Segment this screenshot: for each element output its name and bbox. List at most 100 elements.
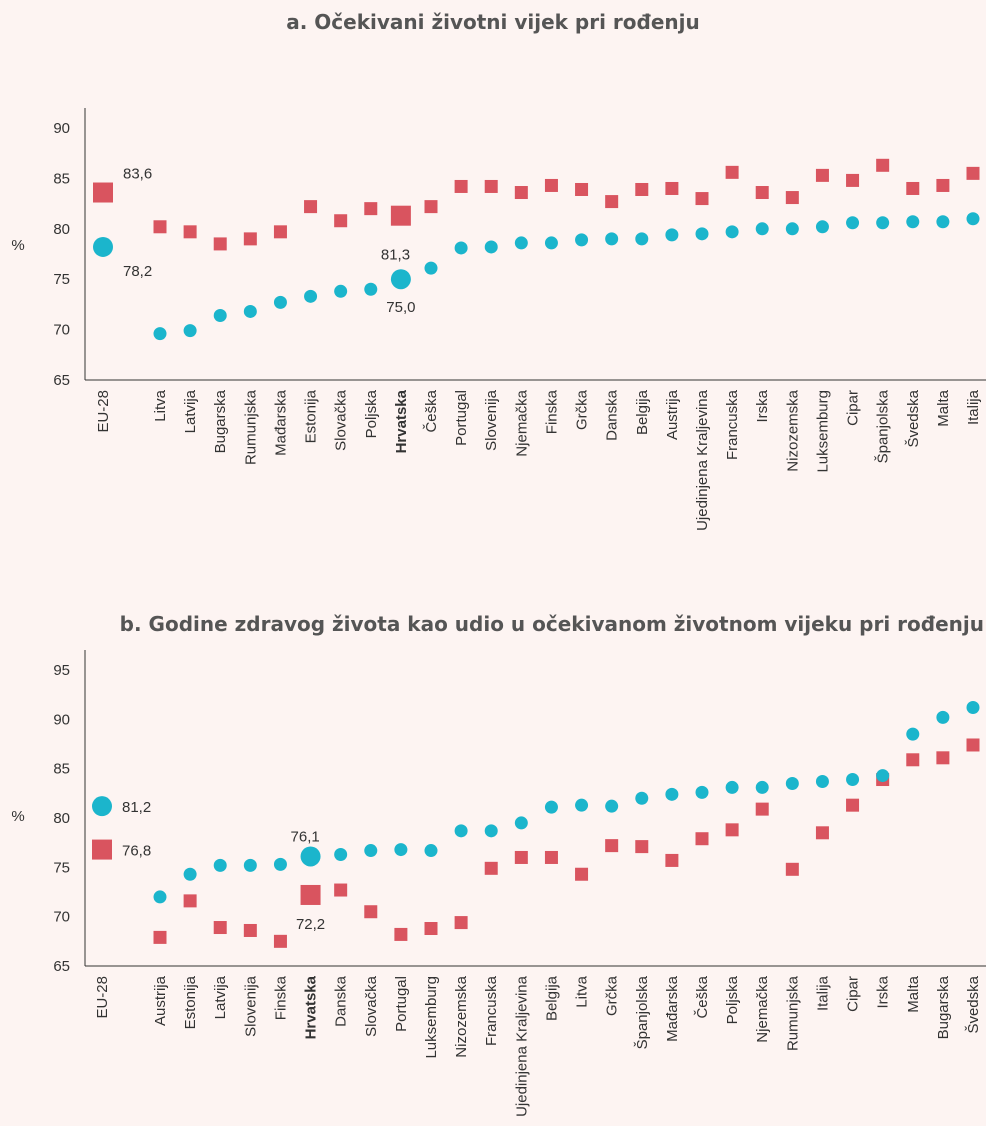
chart-b-y-tick-label: 75 <box>53 859 70 876</box>
chart-b-square-point <box>815 826 829 840</box>
chart-a-circle-point <box>183 324 197 338</box>
chart-a-x-tick-label: Njemačka <box>513 389 530 456</box>
chart-b-circle-point <box>484 824 498 838</box>
chart-a-square-point <box>665 181 679 195</box>
chart-b-x-tick-label: Portugal <box>393 976 410 1032</box>
chart-a-data-label: 81,3 <box>381 247 410 264</box>
chart-a-x-tick-label: Litva <box>152 389 169 421</box>
chart-b-x-tick-label: Luksemburg <box>423 976 440 1059</box>
chart-a-square-point <box>304 200 318 214</box>
chart-b-square-point <box>936 751 950 765</box>
chart-b-square-point <box>966 738 980 752</box>
chart-a-circle-point <box>390 269 411 290</box>
chart-b-x-tick-label: Grčka <box>604 975 621 1016</box>
chart-b-x-tick-label: Nizozemska <box>453 975 470 1057</box>
chart-b-x-tick-label: Litva <box>574 975 591 1007</box>
chart-b-x-tick-label: Danska <box>333 975 350 1027</box>
chart-a-circle-point <box>846 216 860 230</box>
chart-a-square-point <box>390 205 411 226</box>
chart-b-square-point <box>575 867 589 881</box>
chart-a-circle-point <box>213 308 227 322</box>
chart-b-circle-point <box>635 791 649 805</box>
chart-b-circle-point <box>575 798 589 812</box>
chart-b-x-tick-label: Ujedinjena Kraljevina <box>513 975 530 1117</box>
chart-a-x-tick-label: Hrvatska <box>393 389 410 453</box>
chart-a-data-label: 78,2 <box>123 263 152 280</box>
chart-b-x-tick-label: Estonija <box>182 975 199 1029</box>
chart-a-square-point <box>966 166 980 180</box>
chart-b-x-tick-label: Belgija <box>543 975 560 1021</box>
chart-b-circle-point <box>213 858 227 872</box>
chart-b-y-tick-label: 70 <box>53 909 70 926</box>
chart-b-circle-point <box>454 824 468 838</box>
chart-a-x-tick-label: Portugal <box>453 390 470 446</box>
chart-b-y-tick-label: 85 <box>53 761 70 778</box>
chart-a-square-point <box>183 225 197 239</box>
chart-a-circle-point <box>484 240 498 254</box>
chart-a-circle-point <box>635 232 649 246</box>
chart-a-square-point <box>153 220 167 234</box>
chart-b: 65 70 75 80 85 90 95% EU-28 Austrija Estonija Latv… <box>11 650 986 1117</box>
chart-a-square-point <box>635 182 649 196</box>
chart-b-x-tick-label: Njemačka <box>754 975 771 1042</box>
chart-a-x-tick-label: Danska <box>604 389 621 441</box>
chart-b-x-tick-label: Bugarska <box>935 975 952 1039</box>
chart-b-circle-point <box>725 780 739 794</box>
chart-b-y-tick-label: 95 <box>53 662 70 679</box>
chart-b-circle-point <box>665 787 679 801</box>
chart-a-square-point <box>364 202 378 216</box>
chart-a-y-tick-label: 80 <box>53 221 70 238</box>
chart-b-square-point <box>846 798 860 812</box>
chart-b-x-tick-label: Mađarska <box>664 975 681 1042</box>
chart-a-square-point <box>725 165 739 179</box>
chart-b-data-label: 76,8 <box>122 843 151 860</box>
chart-b-x-tick-label: Rumunjska <box>784 975 801 1051</box>
chart-a-square-point <box>605 195 619 209</box>
chart-b-square-point <box>484 861 498 875</box>
chart-b-circle-point <box>876 769 890 783</box>
chart-b-y-tick-label: 90 <box>53 711 70 728</box>
chart-a-x-tick-label: Irska <box>754 389 771 422</box>
chart-b-circle-point <box>785 776 799 790</box>
chart-b-circle-point <box>815 774 829 788</box>
chart-b-circle-point <box>906 727 920 741</box>
chart-b-circle-point <box>424 844 438 858</box>
chart-a-circle-point <box>334 284 348 298</box>
chart-b-square-point <box>364 905 378 919</box>
chart-a-square-point <box>454 179 468 193</box>
chart-a-x-tick-label: Poljska <box>363 389 380 438</box>
chart-a-x-tick-label: Latvija <box>182 389 199 433</box>
chart-a-circle-point <box>364 282 378 296</box>
chart-b-square-point <box>300 884 321 905</box>
chart-a-y-tick-label: 75 <box>53 271 70 288</box>
chart-a-x-tick-label: Nizozemska <box>784 389 801 471</box>
chart-b-square-point <box>635 840 649 854</box>
chart-a-circle-point <box>575 233 589 247</box>
chart-a-square-point <box>243 232 257 246</box>
chart-b-x-tick-label: Poljska <box>724 975 741 1024</box>
chart-a-y-tick-label: 85 <box>53 170 70 187</box>
chart-b-x-tick-label: Slovačka <box>363 975 380 1037</box>
chart-b-square-point <box>213 921 227 935</box>
chart-b-x-tick-label: Italija <box>814 975 831 1011</box>
chart-a-x-tick-label: Finska <box>543 389 560 434</box>
chart-a-circle-point <box>815 220 829 234</box>
chart-b-x-tick-label: Španjolska <box>634 975 651 1049</box>
chart-b-square-point <box>906 753 920 767</box>
chart-b-data-label: 72,2 <box>296 916 325 933</box>
chart-b-square-point <box>544 850 558 864</box>
chart-a-x-tick-label: Bugarska <box>212 389 229 453</box>
chart-b-title: b. Godine zdravog života kao udio u oček… <box>119 612 984 636</box>
chart-b-x-tick-label: Austrija <box>152 975 169 1026</box>
chart-a-square-point <box>785 191 799 205</box>
chart-b-circle-point <box>966 700 980 714</box>
chart-a-square-point <box>876 158 890 172</box>
chart-a-x-tick-label: EU-28 <box>95 390 112 433</box>
chart-a-y-tick-label: 70 <box>53 322 70 339</box>
chart-a-circle-point <box>936 215 950 229</box>
chart-a-x-tick-label: Ujedinjena Kraljevina <box>694 389 711 531</box>
chart-a-circle-point <box>785 222 799 236</box>
chart-a-x-tick-label: Španjolska <box>875 389 892 463</box>
chart-b-data-label: 76,1 <box>291 828 320 845</box>
chart-a-circle-point <box>544 236 558 250</box>
